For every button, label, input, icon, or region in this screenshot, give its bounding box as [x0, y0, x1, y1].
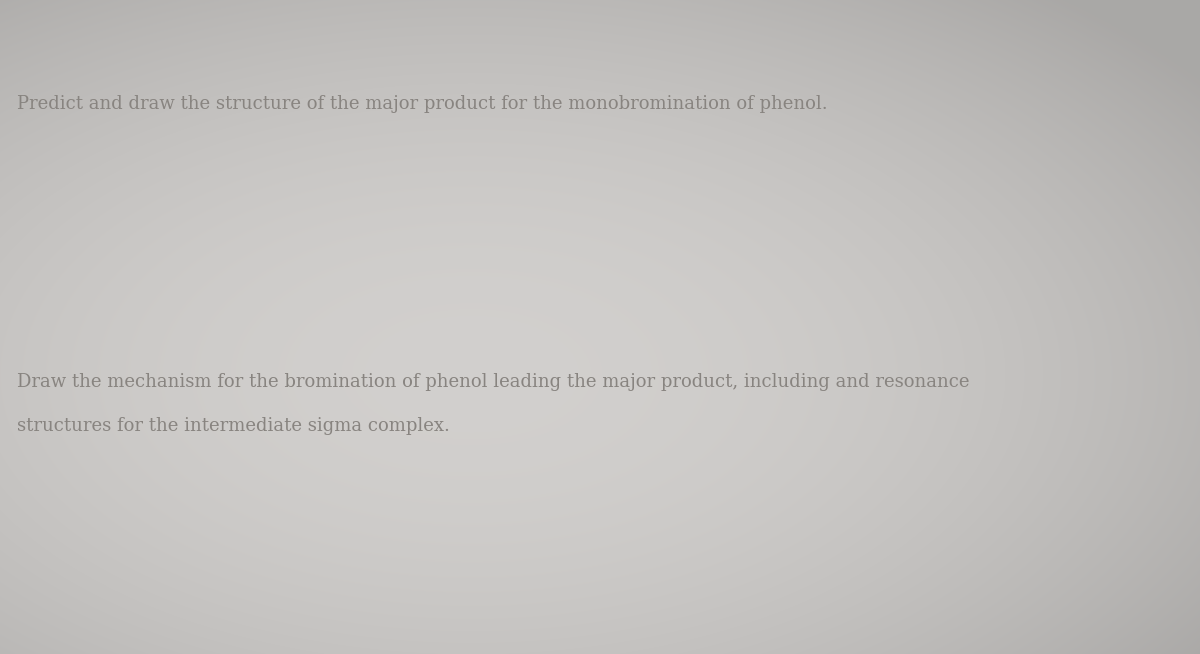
Text: structures for the intermediate sigma complex.: structures for the intermediate sigma co… — [17, 417, 450, 436]
Text: Draw the mechanism for the bromination of phenol leading the major product, incl: Draw the mechanism for the bromination o… — [17, 373, 970, 391]
Text: Predict and draw the structure of the major product for the monobromination of p: Predict and draw the structure of the ma… — [17, 95, 828, 113]
